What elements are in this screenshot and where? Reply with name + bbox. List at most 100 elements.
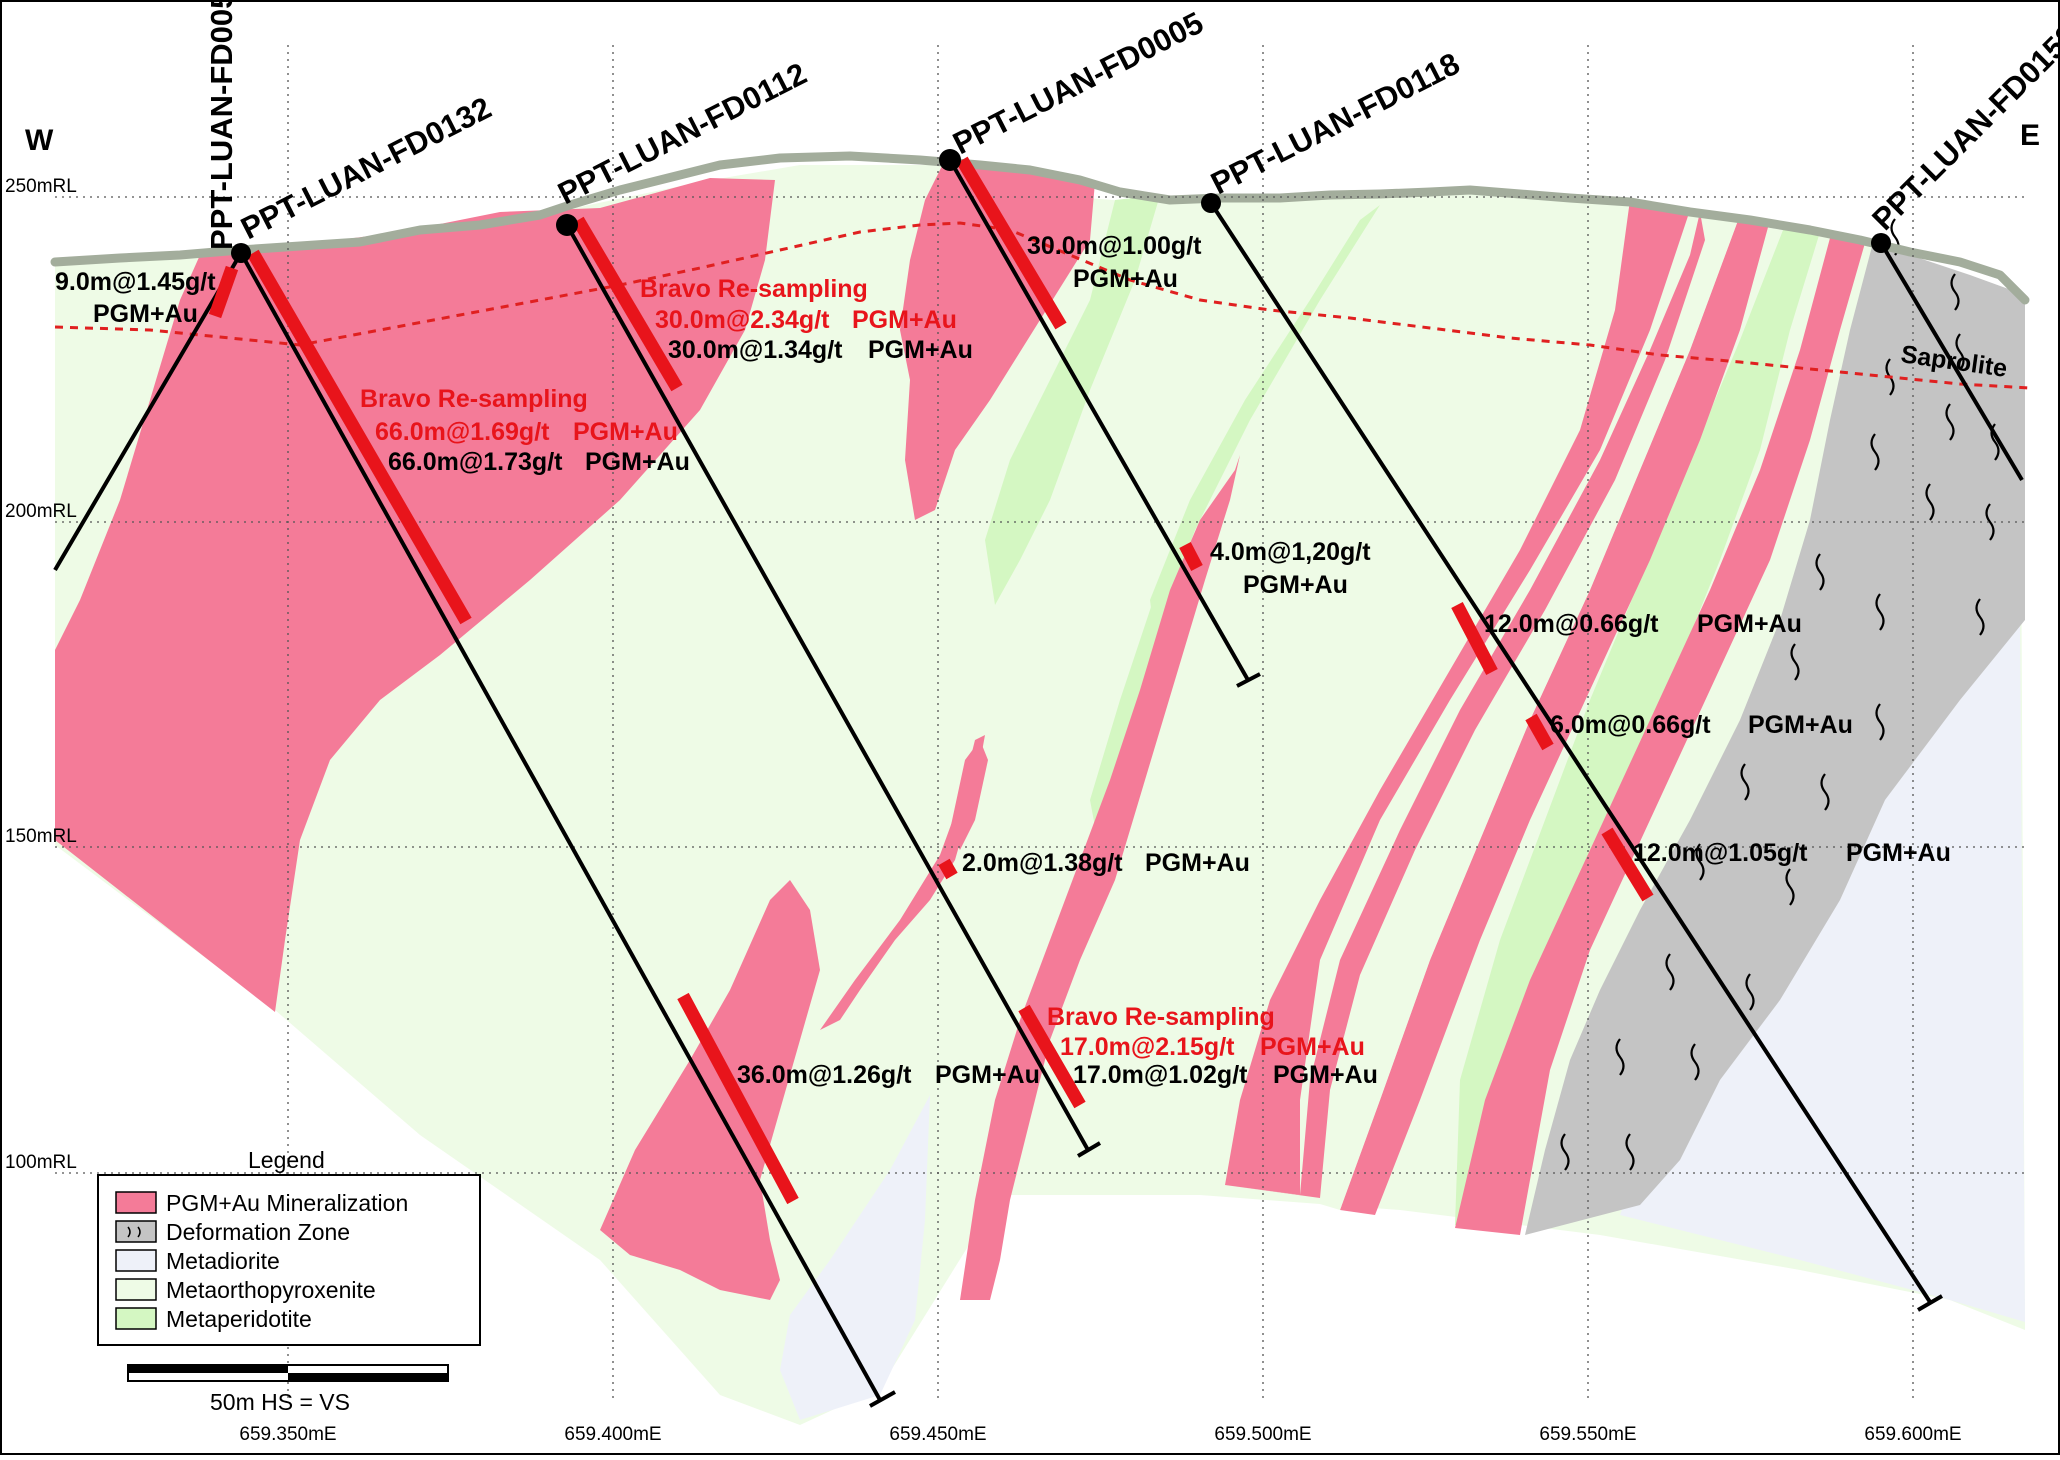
fd0112-endcap <box>1076 1141 1102 1158</box>
legend-label-deformation: Deformation Zone <box>166 1219 350 1245</box>
annotation-fd0112-low-orig-value: 17.0m@1.02g/t <box>1073 1061 1248 1089</box>
collar-fd0152 <box>1871 233 1891 253</box>
annotation-fd0132-orig-value: 66.0m@1.73g/t <box>388 448 563 476</box>
annotation-fd0118-a-value: 12.0m@0.66g/t <box>1484 610 1659 638</box>
label-fd0054: PPT-LUAN-FD0054 <box>204 0 239 250</box>
metadiorite-unit-east <box>1620 620 2025 1322</box>
intercept-bar-fd0005-lower <box>1179 541 1203 572</box>
annotation-fd0118-a-unit: PGM+Au <box>1697 610 1802 638</box>
annotation-fd0132-resample-unit: PGM+Au <box>573 418 678 446</box>
mineralization-band-3 <box>1455 238 1865 1235</box>
ground-surface <box>50 151 2030 305</box>
mineralization-central-lens <box>600 880 820 1300</box>
intercept-bar-fd0112-mid <box>938 858 958 880</box>
collar-fd0112 <box>556 214 578 236</box>
easting-label-400: 659.400mE <box>564 1424 661 1445</box>
legend-title: Legend <box>248 1147 325 1173</box>
intercept-bar-fd0054 <box>208 265 239 319</box>
metaorthopyroxenite-gap <box>1300 212 1740 1210</box>
intercept-bar-fd0112-lower <box>1018 1004 1086 1109</box>
scale-bar-label: 50m HS = VS <box>210 1389 350 1415</box>
legend-swatch-metaorthopyroxenite <box>115 1278 157 1301</box>
mineralization-west <box>55 178 775 1012</box>
drillhole-fd0112 <box>565 224 1102 1158</box>
annotation-fd0112-orig-unit: PGM+Au <box>868 336 973 364</box>
legend-swatch-mineralization <box>115 1191 157 1214</box>
intercept-bars <box>208 156 1654 1205</box>
intercept-bar-fd0132-lower <box>677 992 799 1205</box>
easting-label-600: 659.600mE <box>1864 1424 1961 1445</box>
elevation-label-150: 150mRL <box>5 826 77 847</box>
intercept-bar-fd0118-c <box>1601 827 1654 902</box>
elevation-label-100: 100mRL <box>5 1152 77 1173</box>
intercept-bar-fd0118-a <box>1451 601 1498 676</box>
collar-fd0132 <box>231 243 251 263</box>
deformation-zone-pattern <box>1560 218 2000 1171</box>
mineralization-fd0005 <box>900 160 1095 520</box>
intercept-bar-fd0132-upper <box>247 249 472 625</box>
legend-label-metaperidotite: Metaperidotite <box>166 1306 312 1332</box>
annotation-fd0112-low-resample-unit: PGM+Au <box>1260 1033 1365 1061</box>
mineralization-band-1b <box>1225 212 1705 1198</box>
annotation-fd0112-resample-value: 30.0m@2.34g/t <box>655 306 830 334</box>
annotation-fd0118-c-value: 12.0m@1.05g/t <box>1633 839 1808 867</box>
annotation-fd0112-orig-value: 30.0m@1.34g/t <box>668 336 843 364</box>
annotation-fd0005-value: 30.0m@1.00g/t <box>1027 232 1202 260</box>
annotation-fd0054-value: 9.0m@1.45g/t <box>55 268 216 296</box>
annotation-fd0132-resample-value: 66.0m@1.69g/t <box>375 418 550 446</box>
deformation-zone <box>1525 235 2025 1235</box>
legend-label-metaorthopyroxenite: Metaorthopyroxenite <box>166 1277 376 1303</box>
annotation-fd0112-low-resample-value: 17.0m@2.15g/t <box>1060 1033 1235 1061</box>
annotation-fd0132-resample-title: Bravo Re-sampling <box>360 385 588 413</box>
metaperidotite-band-center <box>985 195 1160 605</box>
elevation-label-250: 250mRL <box>5 176 77 197</box>
drillhole-fd0005 <box>948 159 1261 688</box>
legend-box <box>97 1174 481 1346</box>
elevation-label-200: 200mRL <box>5 501 77 522</box>
annotation-fd0112-low-resample-title: Bravo Re-sampling <box>1047 1003 1275 1031</box>
drillhole-fd0132 <box>239 252 896 1408</box>
annotation-fd0118-b-unit: PGM+Au <box>1748 711 1853 739</box>
legend-swatch-metaperidotite <box>115 1307 157 1330</box>
annotation-fd0132-orig-unit: PGM+Au <box>585 448 690 476</box>
mineralization-thin-vein-b <box>960 455 1240 1300</box>
annotation-fd0005-lower-unit: PGM+Au <box>1243 571 1348 599</box>
mineralization-band-2 <box>1340 215 1770 1215</box>
compass-east: E <box>2020 119 2040 152</box>
annotation-fd0112-mid-unit: PGM+Au <box>1145 849 1250 877</box>
mineralization-thin-vein-c <box>950 740 988 850</box>
annotation-fd0132-lower-value: 36.0m@1.26g/t <box>737 1061 912 1089</box>
legend-swatch-metadiorite <box>115 1249 157 1272</box>
easting-label-500: 659.500mE <box>1214 1424 1311 1445</box>
compass-west: W <box>25 124 54 157</box>
annotation-fd0112-resample-unit: PGM+Au <box>852 306 957 334</box>
intercept-bar-fd0118-b <box>1525 713 1554 751</box>
annotation-fd0112-mid-value: 2.0m@1.38g/t <box>962 849 1123 877</box>
saprolite-boundary <box>54 221 2031 390</box>
legend-swatch-deformation-pattern <box>127 1226 141 1238</box>
annotation-fd0118-c-unit: PGM+Au <box>1846 839 1951 867</box>
intercept-bar-fd0112-upper <box>572 216 683 392</box>
annotation-fd0054-unit: PGM+Au <box>93 300 198 328</box>
collars <box>231 149 1891 263</box>
annotation-fd0005-lower-value: 4.0m@1,20g/t <box>1210 538 1371 566</box>
scale-bar: 50m HS = VS <box>127 1364 449 1415</box>
drillhole-fd0054 <box>53 251 243 572</box>
collar-fd0005 <box>939 149 961 171</box>
metadiorite-unit-south <box>780 1095 930 1420</box>
legend: PGM+Au Mineralization Deformation Zone M… <box>97 1174 481 1346</box>
fd0005-endcap <box>1236 672 1261 688</box>
legend-swatch-deformation <box>115 1220 157 1243</box>
drillhole-fd0118 <box>1209 201 1944 1312</box>
collar-fd0118 <box>1201 193 1221 213</box>
intercept-bar-fd0005-upper <box>956 156 1067 330</box>
easting-label-550: 659.550mE <box>1539 1424 1636 1445</box>
easting-label-350: 659.350mE <box>239 1424 336 1445</box>
legend-label-mineralization: PGM+Au Mineralization <box>166 1190 408 1216</box>
annotation-fd0118-b-value: 6.0m@0.66g/t <box>1550 711 1711 739</box>
easting-label-450: 659.450mE <box>889 1424 986 1445</box>
annotation-fd0132-lower-unit: PGM+Au <box>935 1061 1040 1089</box>
annotation-fd0005-unit: PGM+Au <box>1073 265 1178 293</box>
